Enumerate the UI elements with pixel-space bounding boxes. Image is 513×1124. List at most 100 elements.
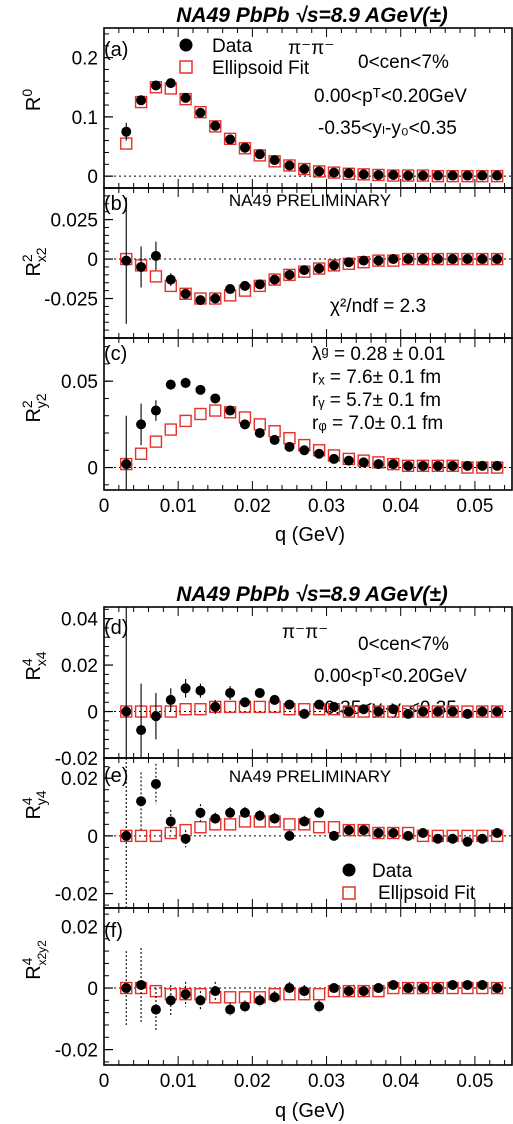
data-point <box>136 796 147 807</box>
data-point <box>462 460 473 471</box>
annotation-lambda: λᵍ = 0.28 ± 0.01 <box>312 344 445 365</box>
data-point <box>343 986 354 997</box>
y-tick-label: -0.02 <box>55 885 98 906</box>
fit-point <box>312 987 326 1001</box>
data-point <box>195 107 206 118</box>
data-point <box>417 706 428 717</box>
y-axis-label-d: R4x4 <box>19 651 49 680</box>
data-point <box>121 126 132 137</box>
data-point <box>136 95 147 106</box>
data-point <box>358 704 369 715</box>
data-point <box>239 697 250 708</box>
fit-point <box>490 705 504 718</box>
data-point <box>432 706 443 717</box>
fit-point <box>253 700 266 714</box>
data-point <box>180 377 191 388</box>
fit-point <box>209 292 222 305</box>
fit-point <box>312 262 326 275</box>
fit-point <box>283 159 296 172</box>
data-point <box>225 405 236 416</box>
y-tick-label: 0 <box>87 703 98 724</box>
fit-point <box>327 166 341 179</box>
data-point <box>165 816 176 827</box>
data-point <box>343 455 354 466</box>
annotation-rz: rᵩ = 7.0± 0.1 fm <box>312 413 443 434</box>
data-point <box>121 706 132 717</box>
data-point <box>180 92 191 103</box>
fit-point <box>387 457 400 471</box>
fit-point <box>357 823 370 837</box>
data-point <box>373 983 384 994</box>
fit-point <box>401 459 415 473</box>
fit-point <box>387 826 400 840</box>
y-axis-label-e: R4y4 <box>19 790 49 819</box>
y-tick-label: 0.025 <box>50 211 98 232</box>
data-point <box>299 708 310 719</box>
data-point <box>239 419 250 430</box>
data-point <box>492 170 503 181</box>
fit-point <box>416 252 430 266</box>
fit-point <box>446 705 459 718</box>
data-point <box>447 706 458 717</box>
data-point <box>284 983 295 994</box>
data-point <box>180 288 191 299</box>
panel-b: -0.025 0 0.025 <box>44 187 513 339</box>
fit-point <box>342 984 355 998</box>
fit-point <box>401 252 415 266</box>
data-point <box>195 295 206 306</box>
data-point <box>269 434 280 445</box>
data-point <box>492 706 503 717</box>
data-point <box>462 254 473 265</box>
y-tick-label: 0 <box>87 167 98 188</box>
fit-point <box>223 991 237 1004</box>
x-tick-label: 0.01 <box>160 1071 197 1092</box>
y-tick-label: 0.04 <box>61 610 98 631</box>
data-point <box>343 706 354 717</box>
data-point <box>210 393 221 404</box>
data-point <box>373 169 384 180</box>
y-tick-label: -0.02 <box>55 1041 98 1062</box>
data-point <box>165 995 176 1006</box>
data-point <box>195 995 206 1006</box>
data-point <box>195 685 206 696</box>
data-point <box>432 983 443 994</box>
y-axis-label-c: R2y2 <box>19 393 49 422</box>
fit-point <box>179 703 192 716</box>
data-point <box>388 979 399 990</box>
fit-point <box>194 821 207 834</box>
fit-point <box>416 169 430 182</box>
y-axis-label-b: R2x2 <box>19 247 49 276</box>
data-point <box>150 711 161 722</box>
data-point <box>328 830 339 841</box>
data-point <box>328 260 339 271</box>
panel-d: -0.02 0 0.02 0.04 <box>55 606 513 770</box>
data-point <box>269 694 280 705</box>
data-point <box>269 155 280 166</box>
preliminary-label-b: NA49 PRELIMINARY <box>229 191 391 210</box>
data-point <box>225 1004 236 1015</box>
data-point <box>314 263 325 274</box>
y-tick-label: -0.025 <box>44 290 98 311</box>
fit-point <box>372 254 385 267</box>
fit-point <box>223 818 237 831</box>
data-point <box>447 460 458 471</box>
data-point <box>210 293 221 304</box>
data-point <box>388 459 399 470</box>
data-point <box>447 170 458 181</box>
data-point <box>462 708 473 719</box>
y-tick-label: 0 <box>87 827 98 848</box>
fit-point <box>179 414 192 428</box>
fit-point <box>431 459 445 473</box>
data-point <box>239 280 250 291</box>
x-tick-label: 0.02 <box>234 1071 271 1092</box>
figure-title-bottom: NA49 PbPb √s=8.9 AGeV(±) <box>176 583 447 606</box>
fit-point <box>149 270 163 283</box>
data-point <box>299 445 310 456</box>
data-point <box>210 701 221 712</box>
panel-frame <box>103 907 513 1066</box>
fit-point <box>179 287 192 300</box>
x-tick-label: 0.03 <box>308 1071 345 1092</box>
data-point <box>165 379 176 390</box>
data-point <box>299 265 310 276</box>
